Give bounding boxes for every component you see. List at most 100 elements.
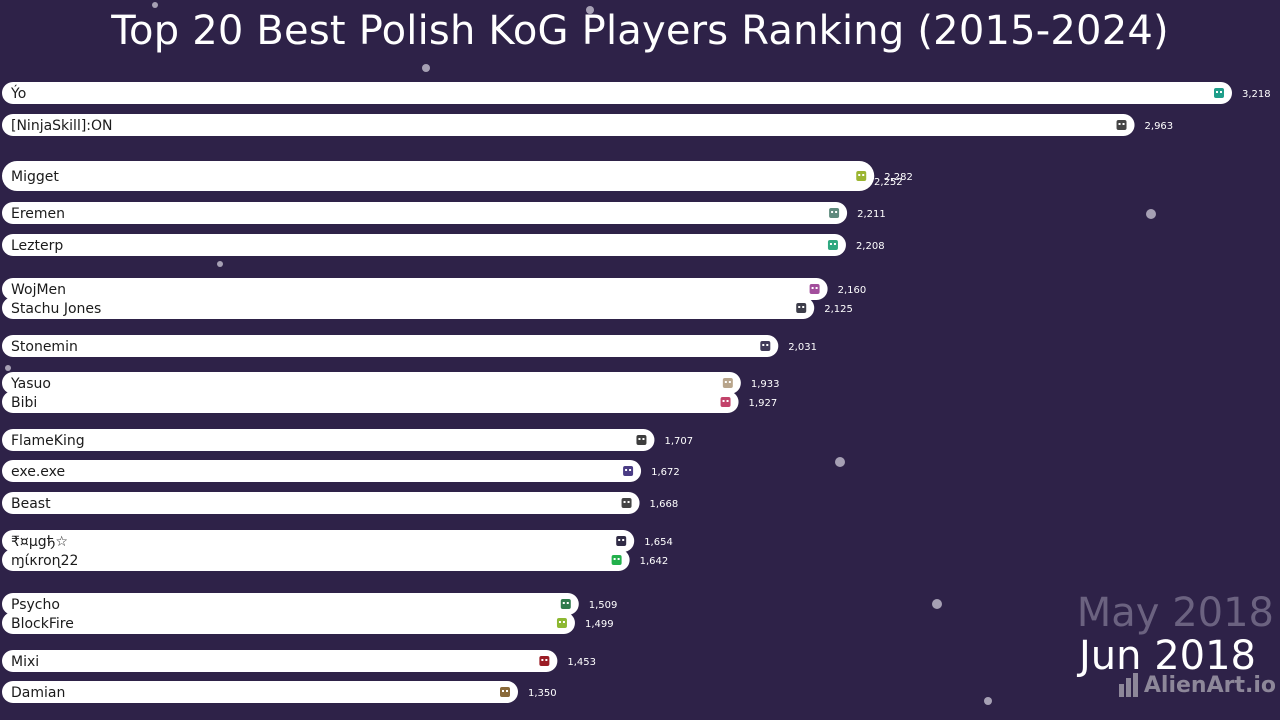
avatar-eye <box>802 306 805 308</box>
bar-label: Bibi <box>11 395 37 411</box>
avatar-body <box>623 466 634 476</box>
player-avatar-icon <box>539 656 550 666</box>
player-avatar-icon <box>827 240 838 250</box>
value-label: 1,350 <box>528 688 557 699</box>
bar-label: Stachu Jones <box>11 301 101 317</box>
bar-label: WojMen <box>11 282 66 298</box>
player-avatar-icon <box>621 498 632 508</box>
player-avatar-icon <box>611 555 622 565</box>
value-label: 1,453 <box>567 657 596 668</box>
avatar-body <box>796 303 807 313</box>
bar-label: Psycho <box>11 597 60 613</box>
avatar-eye <box>811 287 814 289</box>
avatar-eye <box>623 501 626 503</box>
bar <box>2 612 575 634</box>
bar <box>2 593 579 615</box>
value-label: 2,208 <box>856 241 885 252</box>
avatar-eye <box>627 501 630 503</box>
bar-label: Ýo <box>10 85 26 102</box>
avatar-eye <box>1220 91 1222 93</box>
bar <box>2 429 655 451</box>
bar <box>2 202 848 224</box>
bar <box>2 530 635 552</box>
bar-label: Lezterp <box>11 238 63 254</box>
background-dot <box>217 261 223 267</box>
value-label: 1,654 <box>644 537 673 548</box>
player-avatar-icon <box>829 208 840 218</box>
avatar-eye <box>622 539 625 541</box>
avatar-body <box>720 397 731 407</box>
avatar-eye <box>728 381 731 383</box>
avatar-eye <box>766 344 769 346</box>
value-label: 2,160 <box>838 285 867 296</box>
bar-label: Migget <box>11 169 59 185</box>
bar-row: [NinjaSkill]:ON 2,963 <box>2 114 1173 136</box>
bar-row: Yasuo 1,933 <box>2 372 779 394</box>
bar-label: [NinjaSkill]:ON <box>11 118 113 134</box>
bar-label: Eremen <box>11 206 65 222</box>
player-avatar-icon <box>720 397 731 407</box>
avatar-body <box>621 498 632 508</box>
avatar-eye <box>617 558 620 560</box>
bar <box>2 681 519 703</box>
player-avatar-icon <box>1214 88 1224 98</box>
value-label: 1,933 <box>751 379 780 390</box>
value-label: 1,927 <box>749 398 778 409</box>
avatar-eye <box>502 690 505 692</box>
avatar-eye <box>618 539 621 541</box>
player-avatar-icon <box>722 378 733 388</box>
value-label: 1,672 <box>651 467 680 478</box>
background-dot <box>1146 209 1156 219</box>
avatar-eye <box>831 211 834 213</box>
value-label: 2,963 <box>1145 121 1174 132</box>
player-avatar-icon <box>616 536 627 546</box>
avatar-eye <box>858 174 861 176</box>
bar-label: exe.exe <box>11 464 65 480</box>
avatar-body <box>500 687 511 697</box>
value-label: 1,642 <box>640 556 669 567</box>
bar-row: Eremen 2,211 <box>2 202 886 224</box>
avatar-eye <box>815 287 818 289</box>
player-avatar-icon <box>809 284 820 294</box>
avatar-eye <box>506 690 509 692</box>
bar <box>2 460 642 482</box>
bar-row: exe.exe 1,672 <box>2 460 680 482</box>
player-avatar-icon <box>560 599 571 609</box>
bar-row: Damian 1,350 <box>2 681 557 703</box>
bar-row: Bibi 1,927 <box>2 391 777 413</box>
avatar-body <box>722 378 733 388</box>
background-dot <box>586 6 594 14</box>
bar-label: Damian <box>11 685 65 701</box>
avatar-body <box>560 599 571 609</box>
bar-row: Migget 2,282 <box>2 161 913 191</box>
avatar-eye <box>862 174 865 176</box>
background-dot <box>835 457 845 467</box>
avatar-eye <box>835 211 838 213</box>
avatar-eye <box>642 438 645 440</box>
avatar-eye <box>833 243 836 245</box>
avatar-body <box>827 240 838 250</box>
value-label-overlap: 2,252 <box>874 177 903 188</box>
bar-row: ɱίκroɳ22 1,642 <box>2 549 668 571</box>
avatar-body <box>539 656 550 666</box>
player-avatar-icon <box>856 171 867 181</box>
player-avatar-icon <box>796 303 807 313</box>
avatar-body <box>636 435 647 445</box>
avatar-body <box>611 555 622 565</box>
value-label: 1,668 <box>650 499 679 510</box>
avatar-eye <box>726 400 729 402</box>
background-dot <box>5 365 11 371</box>
avatar-eye <box>724 381 727 383</box>
avatar-body <box>856 171 867 181</box>
bar-label: ₹¤µgђ☆ <box>11 534 68 550</box>
avatar-eye <box>625 469 628 471</box>
avatar-eye <box>562 621 565 623</box>
bar-row: Stonemin 2,031 <box>2 335 817 357</box>
value-label: 1,707 <box>664 436 693 447</box>
avatar-eye <box>798 306 801 308</box>
chart-title: Top 20 Best Polish KoG Players Ranking (… <box>111 8 1169 54</box>
bar <box>2 161 875 191</box>
brand-logo-icon <box>1118 673 1138 697</box>
bar <box>2 278 828 300</box>
